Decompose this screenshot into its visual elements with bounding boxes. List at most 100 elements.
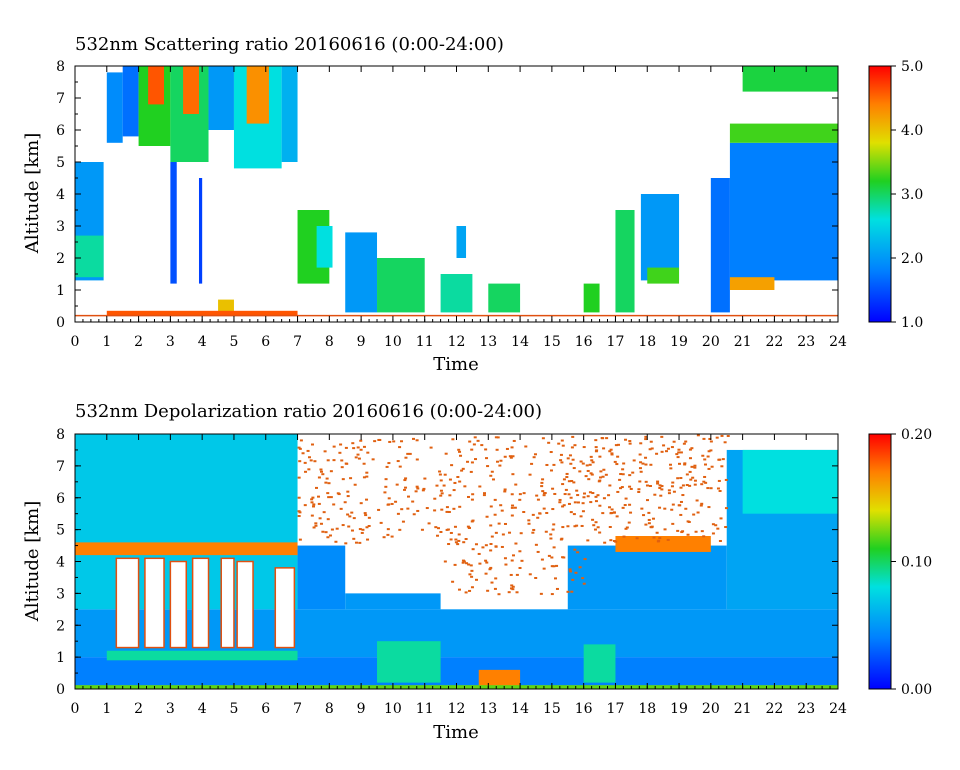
depolarization-noise-pixel — [655, 452, 659, 455]
depolarization-noise-pixel — [681, 530, 685, 533]
depolarization-noise-pixel — [484, 559, 488, 562]
depolarization-noise-pixel — [457, 533, 461, 536]
depolarization-noise-pixel — [503, 490, 507, 493]
depolarization-noise-pixel — [404, 486, 408, 489]
depolarization-noise-pixel — [439, 489, 443, 492]
depolarization-noise-pixel — [394, 500, 398, 503]
depolarization-noise-pixel — [366, 538, 370, 541]
depolarization-noise-pixel — [714, 524, 718, 527]
depolarization-noise-pixel — [686, 533, 690, 536]
depolarization-noise-pixel — [706, 487, 710, 490]
depolarization-noise-pixel — [677, 451, 681, 454]
depolarization-noise-pixel — [567, 480, 571, 483]
depolarization-noise-pixel — [560, 461, 564, 464]
depolarization-noise-pixel — [353, 483, 357, 486]
depolarization-noise-pixel — [511, 455, 515, 458]
depolarization-noise-pixel — [671, 481, 675, 484]
depolarization-noise-pixel — [702, 480, 706, 483]
scattering-data-cell — [729, 277, 775, 290]
depolarization-noise-pixel — [693, 479, 697, 482]
depolarization-noise-pixel — [672, 490, 676, 493]
depolarization-noise-pixel — [489, 474, 493, 477]
depolarization-data-cell — [106, 650, 298, 661]
depolarization-noise-pixel — [621, 468, 625, 471]
depolarization-noise-pixel — [587, 478, 591, 481]
depolarization-noise-pixel — [709, 449, 713, 452]
scattering-x-tick-label: 21 — [734, 334, 752, 350]
depolarization-noise-pixel — [650, 447, 654, 450]
depolarization-noise-pixel — [666, 447, 670, 450]
depolarization-noise-pixel — [547, 441, 551, 444]
depolarization-noise-pixel — [384, 485, 388, 488]
depolarization-noise-pixel — [351, 442, 355, 445]
depolarization-noise-pixel — [470, 498, 474, 501]
scattering-x-tick-label: 2 — [134, 334, 143, 350]
depolarization-noise-pixel — [524, 445, 528, 448]
depolarization-noise-pixel — [699, 504, 703, 507]
depolarization-noise-pixel — [470, 461, 474, 464]
depolarization-noise-pixel — [649, 463, 653, 466]
depolarization-noise-pixel — [462, 560, 466, 563]
scattering-plot-area — [75, 66, 838, 317]
depolarization-noise-pixel — [500, 509, 504, 512]
depolarization-noise-pixel — [703, 458, 707, 461]
depolarization-noise-pixel — [551, 508, 555, 511]
depolarization-noise-pixel — [509, 587, 513, 590]
depolarization-noise-pixel — [344, 542, 348, 545]
scattering-x-tick-label: 1 — [102, 334, 111, 350]
depolarization-noise-pixel — [377, 438, 381, 441]
depolarization-noise-pixel — [398, 528, 402, 531]
depolarization-x-tick-label: 20 — [702, 701, 720, 717]
scattering-panel: 532nm Scattering ratio 20160616 (0:00-24… — [22, 34, 923, 375]
depolarization-noise-pixel — [666, 538, 670, 541]
depolarization-noise-pixel — [679, 451, 683, 454]
depolarization-noise-pixel — [564, 488, 568, 491]
depolarization-noise-pixel — [474, 578, 478, 581]
depolarization-noise-pixel — [612, 511, 616, 514]
depolarization-data-cell — [75, 542, 298, 556]
depolarization-noise-pixel — [464, 538, 468, 541]
depolarization-noise-pixel — [549, 451, 553, 454]
scattering-x-tick-label: 0 — [71, 334, 80, 350]
depolarization-noise-pixel — [442, 484, 446, 487]
scattering-data-cell — [377, 258, 425, 313]
depolarization-noise-pixel — [685, 473, 689, 476]
depolarization-x-tick-label: 5 — [229, 701, 238, 717]
depolarization-noise-pixel — [658, 484, 662, 487]
depolarization-noise-pixel — [466, 460, 470, 463]
scattering-y-tick-label: 7 — [56, 91, 65, 107]
depolarization-noise-pixel — [687, 520, 691, 523]
scattering-x-tick-label: 8 — [325, 334, 334, 350]
depolarization-noise-pixel — [652, 536, 656, 539]
depolarization-noise-pixel — [676, 529, 680, 532]
depolarization-x-tick-label: 12 — [448, 701, 466, 717]
depolarization-noise-pixel — [584, 475, 588, 478]
depolarization-noise-pixel — [559, 538, 563, 541]
depolarization-noise-pixel — [614, 540, 618, 543]
depolarization-x-tick-label: 19 — [670, 701, 688, 717]
depolarization-data-cell — [377, 641, 441, 683]
depolarization-noise-pixel — [645, 484, 649, 487]
depolarization-noise-pixel — [367, 524, 371, 527]
depolarization-noise-pixel — [594, 495, 598, 498]
scattering-x-tick-label: 16 — [575, 334, 593, 350]
depolarization-noise-pixel — [660, 485, 664, 488]
scattering-x-tick-label: 15 — [543, 334, 561, 350]
depolarization-noise-pixel — [512, 554, 516, 557]
depolarization-y-tick-label: 3 — [56, 586, 65, 602]
depolarization-noise-pixel — [501, 533, 505, 536]
depolarization-noise-pixel — [470, 575, 474, 578]
depolarization-noise-pixel — [718, 490, 722, 493]
depolarization-noise-pixel — [568, 568, 572, 571]
depolarization-noise-pixel — [341, 524, 345, 527]
depolarization-noise-pixel — [326, 492, 330, 495]
depolarization-noise-pixel — [468, 573, 472, 576]
depolarization-noise-pixel — [408, 452, 412, 455]
depolarization-noise-pixel — [453, 525, 457, 528]
depolarization-noise-pixel — [676, 456, 680, 459]
depolarization-noise-pixel — [669, 467, 673, 470]
depolarization-data-cell — [75, 609, 838, 658]
depolarization-cloud-gap — [115, 557, 140, 649]
depolarization-noise-pixel — [366, 451, 370, 454]
depolarization-noise-pixel — [720, 434, 724, 437]
